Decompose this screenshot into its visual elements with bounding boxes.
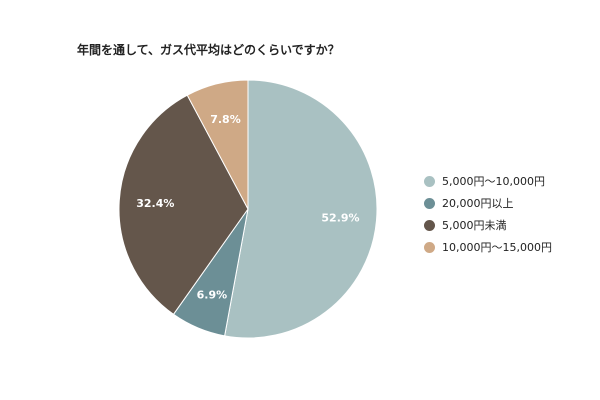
legend: 5,000円〜10,000円 20,000円以上 5,000円未満 10,000円〜1…	[424, 170, 552, 258]
legend-swatch-1	[424, 175, 435, 187]
legend-label-1: 5,000円〜10,000円	[442, 175, 545, 188]
slice-label-4: 7.8%	[210, 113, 241, 126]
pie-slice-3	[118, 94, 249, 316]
legend-item-2: 20,000円以上	[424, 192, 552, 214]
legend-swatch-3	[424, 219, 435, 231]
legend-label-4: 10,000円〜15,000円	[442, 241, 552, 254]
legend-item-4: 10,000円〜15,000円	[424, 236, 552, 258]
legend-label-2: 20,000円以上	[442, 197, 514, 210]
legend-label-3: 5,000円未満	[442, 219, 507, 232]
slice-label-1: 52.9%	[321, 211, 359, 224]
legend-item-3: 5,000円未満	[424, 214, 552, 236]
chart-title: 年間を通して、ガス代平均はどのくらいですか？	[77, 43, 340, 57]
pie-slice-1	[224, 79, 378, 339]
slice-label-2: 6.9%	[197, 289, 228, 302]
legend-swatch-2	[424, 197, 435, 209]
slice-label-3: 32.4%	[136, 197, 174, 210]
legend-item-1: 5,000円〜10,000円	[424, 170, 552, 192]
legend-swatch-4	[424, 241, 435, 253]
pie-slice-4	[186, 79, 249, 210]
